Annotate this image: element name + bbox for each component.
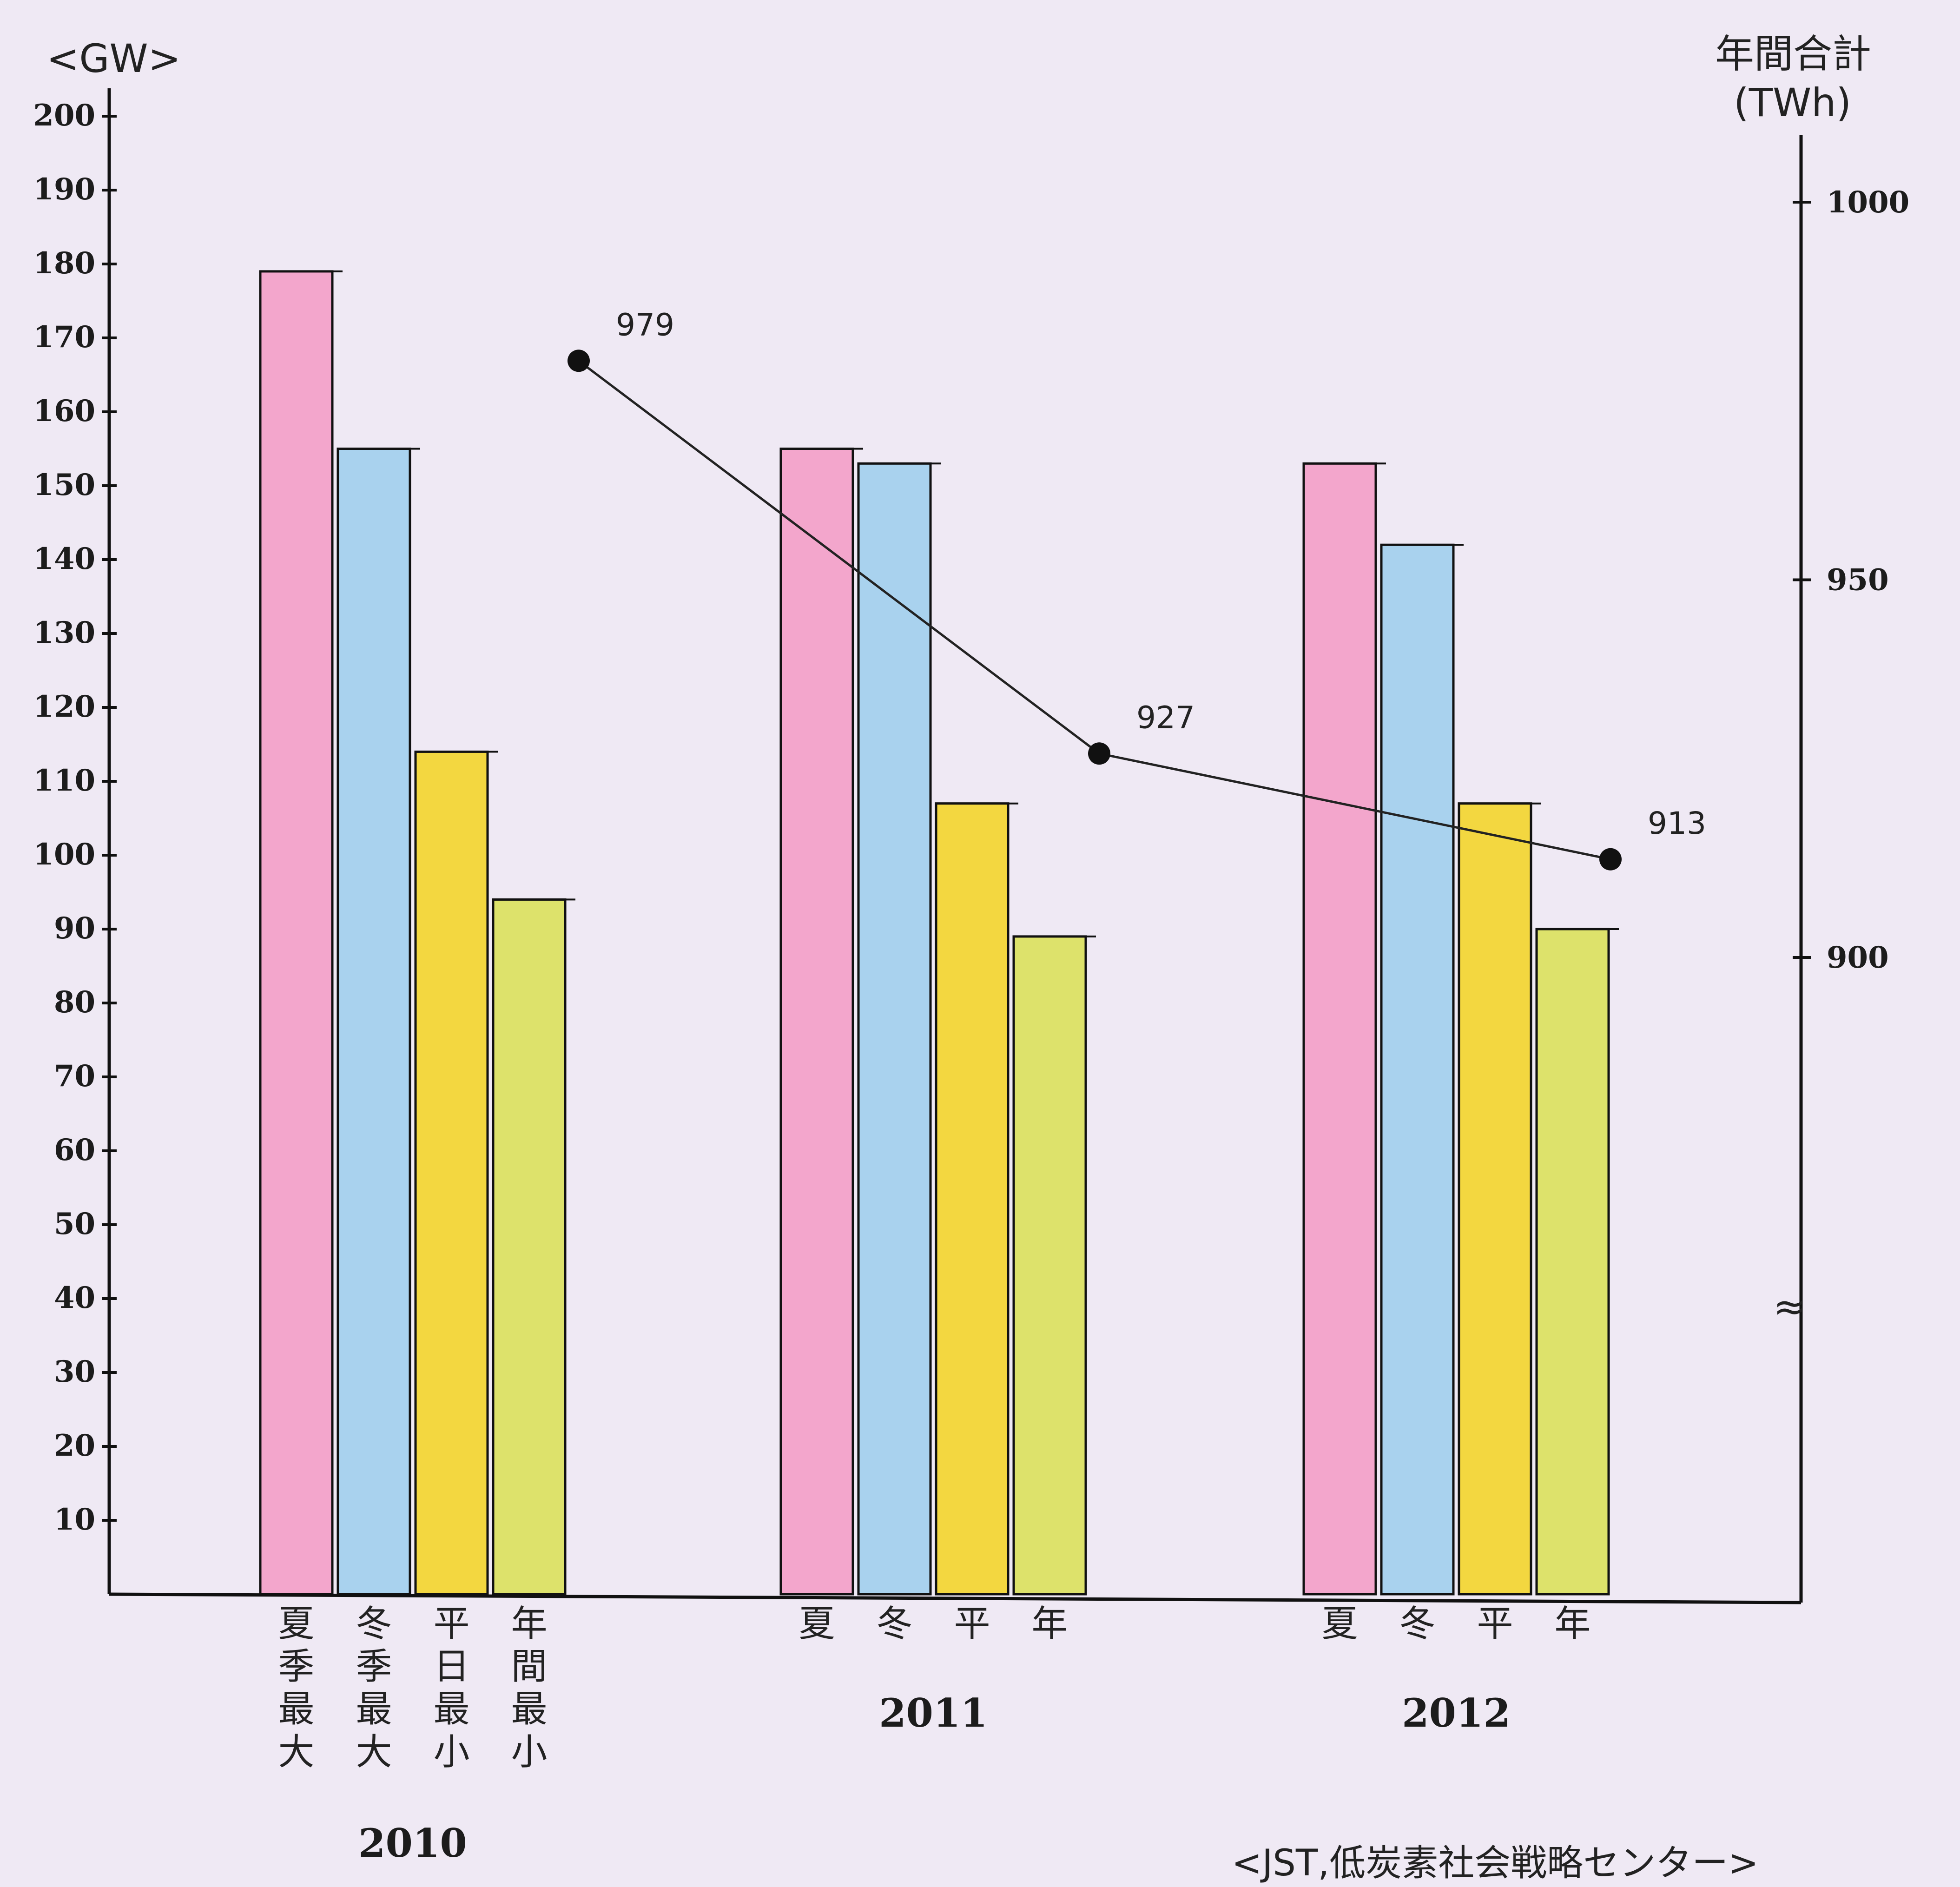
category-label-char: 夏 — [278, 1603, 314, 1645]
category-label-char: 年 — [511, 1603, 547, 1645]
source-note: <JST,低炭素社会戦略センター> — [1232, 1842, 1759, 1884]
category-label-char: 大 — [278, 1731, 314, 1773]
left-y-tick-label: 70 — [54, 1059, 95, 1094]
category-label-char: 冬 — [356, 1603, 392, 1645]
bar-2010-annual_min — [492, 898, 567, 1596]
category-label-char: 年 — [1554, 1603, 1590, 1645]
bar-2011-annual_min — [1012, 935, 1087, 1596]
right-y-tick-label: 900 — [1827, 940, 1889, 975]
annual-total-value-label: 979 — [616, 307, 674, 343]
category-labels: 2010夏季最大冬季最大平日最小年間最小2011夏冬平年2012夏冬平年 — [278, 1603, 1590, 1866]
category-label-char: 最 — [356, 1689, 392, 1730]
bar-2012-annual_min — [1535, 928, 1610, 1596]
group-year-label: 2011 — [879, 1690, 988, 1736]
right-y-tick-label: 1000 — [1827, 185, 1909, 220]
left-y-tick-label: 60 — [54, 1133, 95, 1168]
left-y-tick-label: 80 — [54, 985, 95, 1020]
category-label-char: 最 — [433, 1689, 469, 1730]
category-label-char: 夏 — [799, 1603, 835, 1645]
left-y-tick-label: 40 — [54, 1280, 95, 1315]
bar-2011-winter_max — [857, 462, 932, 1596]
bar-2012-winter_max — [1380, 543, 1455, 1596]
category-label-char: 季 — [278, 1646, 314, 1688]
bar-2011-weekday_min — [935, 802, 1010, 1596]
left-y-tick-label: 30 — [54, 1354, 95, 1389]
category-label-char: 最 — [278, 1689, 314, 1730]
left-y-tick-label: 20 — [54, 1428, 95, 1463]
category-label-char: 間 — [511, 1646, 547, 1688]
category-label-char: 平 — [954, 1603, 990, 1645]
group-year-label: 2010 — [358, 1820, 467, 1866]
category-label-char: 冬 — [876, 1603, 912, 1645]
annual-total-value-label: 927 — [1136, 699, 1195, 735]
left-y-tick-label: 110 — [33, 763, 95, 798]
left-y-tick-label: 90 — [54, 911, 95, 946]
category-label-char: 日 — [433, 1646, 469, 1688]
left-y-tick-label: 100 — [33, 837, 95, 872]
bar-2010-weekday_min — [414, 750, 489, 1596]
bar-2012-summer_max — [1302, 462, 1377, 1596]
left-y-tick-label: 130 — [33, 615, 95, 650]
left-y-tick-label: 50 — [54, 1207, 95, 1241]
bar-2012-weekday_min — [1458, 802, 1532, 1596]
annual-total-point — [1599, 848, 1622, 871]
annual-total-value-label: 913 — [1648, 805, 1706, 841]
left-axis-unit: <GW> — [46, 36, 181, 81]
category-label-char: 平 — [433, 1603, 469, 1645]
left-y-tick-label: 190 — [33, 172, 95, 207]
annual-total-point — [568, 350, 590, 372]
right-y-tick-label: 950 — [1827, 563, 1889, 598]
category-label-char: 最 — [511, 1689, 547, 1730]
axis-break-symbol: ≈ — [1773, 1284, 1806, 1329]
axes: 10 20 30 40 50 60 70 80 90 100 110 120 130 140 150 160 1… — [33, 88, 1909, 1604]
bar-2011-summer_max — [779, 448, 854, 1596]
category-label-char: 小 — [511, 1731, 547, 1773]
group-year-label: 2012 — [1402, 1690, 1511, 1736]
x-axis — [109, 1592, 1802, 1604]
left-y-tick-label: 150 — [33, 468, 95, 502]
left-y-tick-label: 10 — [54, 1502, 95, 1537]
category-label-char: 冬 — [1399, 1603, 1435, 1645]
category-label-char: 夏 — [1321, 1603, 1358, 1645]
left-y-tick-label: 160 — [33, 394, 95, 429]
line-series: 979 927 913 — [568, 307, 1706, 871]
bar-2010-winter_max — [337, 448, 411, 1596]
right-axis-unit: (TWh) — [1734, 80, 1851, 125]
left-y-tick-label: 180 — [33, 246, 95, 281]
annual-total-point — [1088, 742, 1110, 765]
category-label-char: 平 — [1477, 1603, 1513, 1645]
left-y-tick-label: 170 — [33, 320, 95, 355]
bar-2010-summer_max — [259, 270, 334, 1596]
category-label-char: 大 — [356, 1731, 392, 1773]
category-label-char: 季 — [356, 1646, 392, 1688]
left-y-tick-label: 200 — [33, 98, 95, 133]
category-label-char: 年 — [1031, 1603, 1068, 1645]
left-y-tick-label: 120 — [33, 689, 95, 724]
left-y-tick-label: 140 — [33, 541, 95, 576]
category-label-char: 小 — [433, 1731, 469, 1773]
bars — [259, 270, 1619, 1596]
right-axis-title: 年間合計 — [1715, 31, 1871, 77]
